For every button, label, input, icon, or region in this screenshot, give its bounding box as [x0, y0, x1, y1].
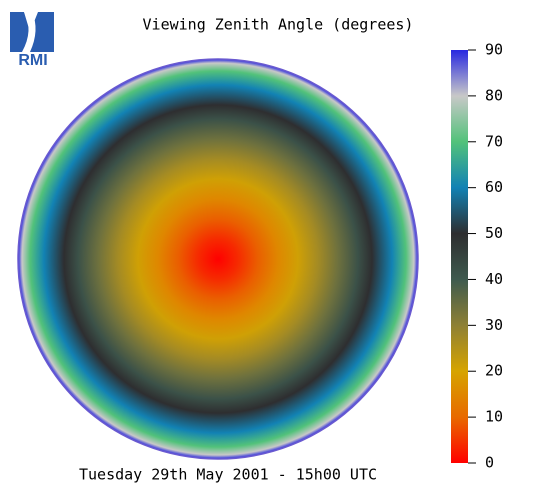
- logo-text: RMI: [18, 52, 47, 69]
- colorbar-tick-label: 40: [485, 270, 503, 288]
- logo-mark: [22, 12, 36, 52]
- logo: RMI: [10, 12, 54, 69]
- colorbar-tick-label: 90: [485, 41, 503, 59]
- disc: [17, 58, 419, 460]
- colorbar: [451, 50, 468, 463]
- colorbar-tick-label: 10: [485, 408, 503, 426]
- chart-title: Viewing Zenith Angle (degrees): [143, 16, 414, 34]
- colorbar-tick-label: 0: [485, 454, 494, 472]
- colorbar-tick-label: 80: [485, 86, 503, 104]
- colorbar-tick-label: 70: [485, 132, 503, 150]
- colorbar-tick-label: 50: [485, 224, 503, 242]
- colorbar-tick-label: 30: [485, 316, 503, 334]
- colorbar-tick-label: 60: [485, 178, 503, 196]
- footer: Tuesday 29th May 2001 - 15h00 UTC: [79, 466, 377, 484]
- colorbar-tick-label: 20: [485, 362, 503, 380]
